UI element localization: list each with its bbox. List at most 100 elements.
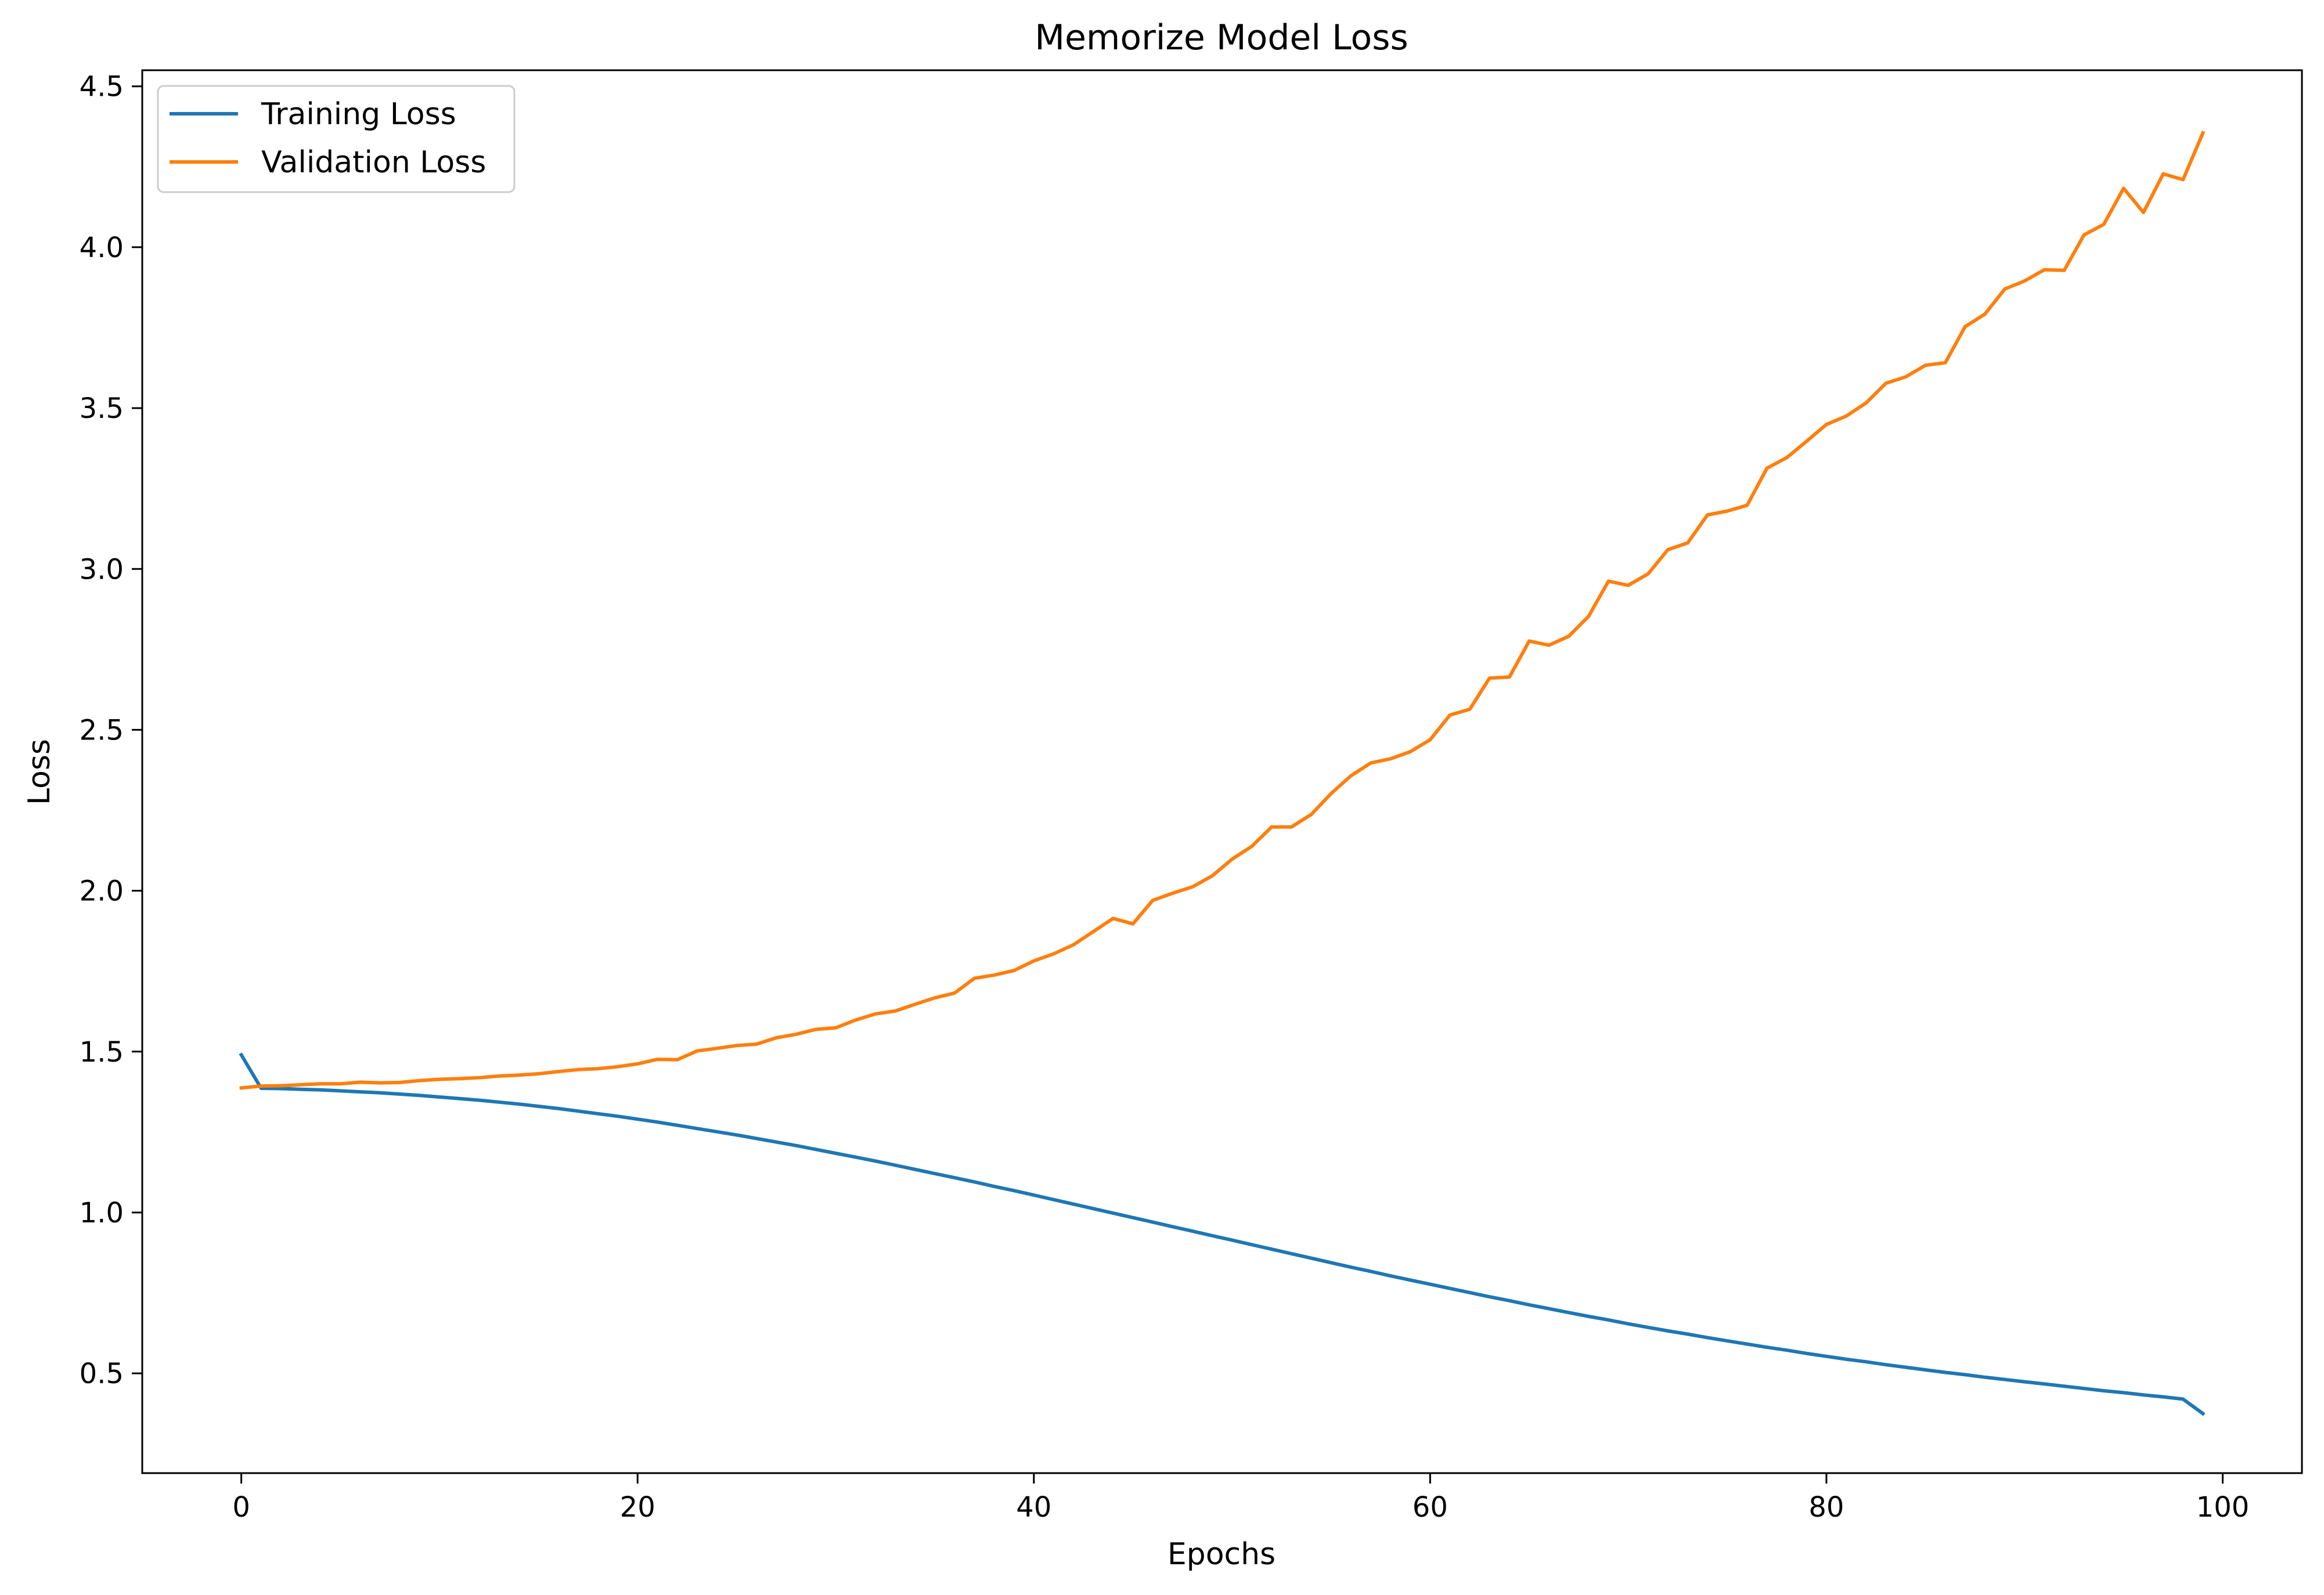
data-point-training-loss — [1212, 1235, 1213, 1236]
data-point-training-loss — [1350, 1266, 1352, 1268]
chart-title: Memorize Model Loss — [1035, 17, 1408, 58]
data-point-training-loss — [914, 1169, 916, 1170]
data-point-training-loss — [895, 1165, 896, 1166]
x-axis-ticks: 0 20 40 60 80 100 — [232, 1473, 2249, 1524]
data-point-validation-loss — [1984, 313, 1986, 315]
data-point-training-loss — [1112, 1213, 1114, 1214]
data-point-validation-loss — [1350, 775, 1352, 777]
data-point-validation-loss — [1806, 441, 1807, 442]
data-point-validation-loss — [2143, 212, 2144, 213]
data-point-validation-loss — [1271, 827, 1272, 828]
data-point-training-loss — [1746, 1344, 1747, 1345]
data-point-training-loss — [1331, 1262, 1332, 1263]
y-tick-label: 1.0 — [80, 1197, 124, 1229]
data-point-training-loss — [1033, 1195, 1035, 1196]
data-point-validation-loss — [1132, 923, 1133, 925]
data-point-validation-loss — [340, 1083, 341, 1084]
data-point-training-loss — [1410, 1279, 1411, 1280]
data-point-training-loss — [756, 1138, 757, 1139]
data-point-validation-loss — [1033, 961, 1035, 962]
data-point-training-loss — [1727, 1340, 1728, 1341]
data-point-validation-loss — [1152, 900, 1154, 901]
data-point-training-loss — [1707, 1337, 1708, 1338]
data-point-validation-loss — [1529, 640, 1530, 641]
data-point-training-loss — [320, 1089, 321, 1091]
data-point-validation-loss — [815, 1029, 816, 1030]
data-point-validation-loss — [1509, 677, 1510, 678]
data-point-validation-loss — [1687, 542, 1688, 543]
data-point-validation-loss — [855, 1020, 856, 1021]
data-point-validation-loss — [280, 1085, 282, 1087]
data-point-training-loss — [855, 1157, 856, 1158]
data-point-training-loss — [736, 1134, 737, 1135]
data-point-validation-loss — [1826, 424, 1827, 425]
data-point-validation-loss — [617, 1066, 618, 1067]
plot-area — [239, 131, 2206, 1416]
data-point-training-loss — [1390, 1275, 1391, 1276]
data-point-validation-loss — [1925, 365, 1926, 366]
data-point-training-loss — [2103, 1390, 2105, 1391]
data-point-validation-loss — [637, 1063, 638, 1064]
data-point-training-loss — [1469, 1292, 1471, 1293]
data-point-training-loss — [637, 1118, 638, 1120]
data-point-training-loss — [2143, 1394, 2144, 1395]
data-point-validation-loss — [974, 977, 975, 979]
data-point-validation-loss — [1489, 677, 1490, 679]
data-point-training-loss — [538, 1106, 539, 1107]
x-tick-label: 100 — [2196, 1491, 2250, 1524]
data-point-validation-loss — [2004, 288, 2005, 290]
data-point-validation-loss — [1548, 645, 1550, 646]
data-point-validation-loss — [895, 1011, 896, 1012]
data-point-validation-loss — [1450, 714, 1451, 716]
data-point-training-loss — [1251, 1244, 1252, 1245]
data-point-validation-loss — [1231, 858, 1233, 860]
data-point-training-loss — [1311, 1258, 1312, 1259]
data-point-validation-loss — [1846, 416, 1847, 417]
axes-frame — [141, 69, 2303, 1474]
data-point-validation-loss — [2044, 269, 2045, 270]
data-point-training-loss — [815, 1149, 816, 1150]
data-point-training-loss — [657, 1121, 658, 1123]
data-point-training-loss — [399, 1094, 401, 1095]
data-point-training-loss — [340, 1090, 341, 1091]
data-point-validation-loss — [399, 1082, 401, 1083]
data-point-training-loss — [835, 1153, 837, 1154]
data-point-training-loss — [1152, 1222, 1154, 1223]
data-point-validation-loss — [1410, 751, 1411, 752]
data-point-validation-loss — [875, 1013, 876, 1015]
data-point-training-loss — [2182, 1399, 2184, 1400]
data-point-training-loss — [2024, 1381, 2025, 1383]
data-point-training-loss — [1014, 1190, 1015, 1191]
data-point-training-loss — [1568, 1312, 1569, 1313]
data-point-validation-loss — [1568, 636, 1569, 637]
data-point-validation-loss — [1370, 763, 1371, 764]
data-point-training-loss — [1529, 1304, 1530, 1305]
series-line-validation-loss — [239, 131, 2206, 1090]
data-point-validation-loss — [1251, 846, 1252, 847]
y-tick-label: 0.5 — [80, 1358, 124, 1390]
data-point-validation-loss — [835, 1027, 837, 1029]
data-point-training-loss — [875, 1160, 876, 1161]
data-point-training-loss — [419, 1095, 420, 1096]
x-tick-label: 20 — [620, 1491, 655, 1524]
data-point-validation-loss — [1429, 739, 1431, 741]
data-point-validation-loss — [261, 1085, 262, 1087]
data-point-training-loss — [2163, 1396, 2164, 1398]
data-point-validation-loss — [2123, 187, 2124, 189]
data-point-validation-loss — [2064, 270, 2065, 271]
data-point-validation-loss — [2024, 280, 2025, 282]
data-point-validation-loss — [697, 1051, 698, 1052]
data-point-training-loss — [954, 1177, 955, 1178]
data-point-validation-loss — [736, 1045, 737, 1046]
data-point-training-loss — [597, 1113, 599, 1114]
data-point-validation-loss — [241, 1087, 242, 1088]
data-point-validation-loss — [1073, 944, 1074, 946]
data-point-training-loss — [1370, 1271, 1371, 1272]
data-point-training-loss — [994, 1186, 995, 1187]
data-point-validation-loss — [657, 1059, 658, 1060]
data-point-validation-loss — [1469, 709, 1471, 710]
data-point-training-loss — [1608, 1319, 1609, 1320]
data-point-training-loss — [1132, 1217, 1133, 1218]
data-point-validation-loss — [2163, 174, 2164, 175]
data-point-validation-loss — [1311, 814, 1312, 815]
